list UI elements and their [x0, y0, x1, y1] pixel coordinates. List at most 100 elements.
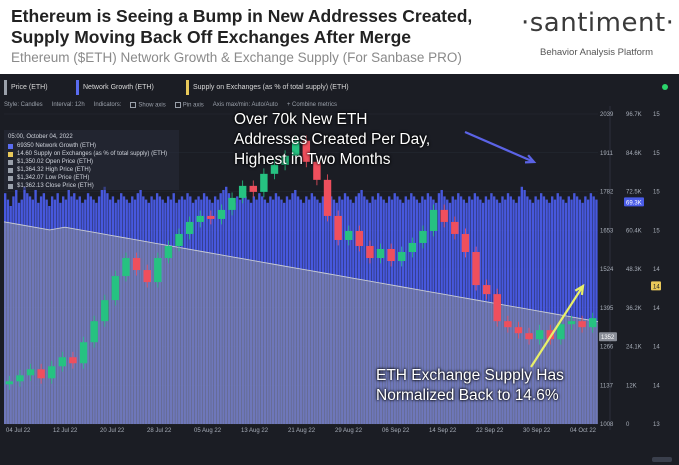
- price-candle: [58, 357, 67, 367]
- chart-title-line-2: Supply Moving Back Off Exchanges After M…: [11, 27, 411, 47]
- price-axis-tick: 1911: [600, 151, 614, 157]
- x-axis-tick: 30 Sep 22: [523, 428, 551, 434]
- info-row-open: $1,350.02 Open Price (ETH): [8, 159, 93, 165]
- x-axis-tick: 06 Sep 22: [382, 428, 410, 434]
- growth-axis-tick: 0: [626, 422, 630, 428]
- legend-item-network-growth[interactable]: Network Growth (ETH): [76, 80, 154, 95]
- info-text: $1,342.07 Low Price (ETH): [17, 175, 90, 181]
- annotation-line: ETH Exchange Supply Has: [376, 367, 564, 384]
- chart-scroll-handle[interactable]: [652, 457, 672, 462]
- legend-label-supply: Supply on Exchanges (as % of total suppl…: [193, 84, 349, 91]
- network-growth-bar: [592, 196, 595, 424]
- price-candle: [461, 233, 470, 253]
- header: Ethereum is Seeing a Bump in New Address…: [0, 0, 679, 74]
- indicators-menu[interactable]: Indicators:: [93, 102, 122, 108]
- supply-badge: [651, 281, 661, 291]
- legend-swatch-network-growth: [76, 80, 79, 95]
- chart-title-line-1: Ethereum is Seeing a Bump in New Address…: [11, 6, 473, 26]
- style-selector[interactable]: Style: Candles: [4, 102, 43, 108]
- price-candle: [16, 375, 24, 382]
- pin-axis-toggle[interactable]: Pin axis: [174, 101, 204, 109]
- interval-selector[interactable]: Interval: 12h: [51, 102, 85, 108]
- info-text: 14.60 Supply on Exchanges (as % of total…: [17, 151, 168, 157]
- price-candle: [567, 321, 576, 325]
- combine-metrics-button[interactable]: + Combine metrics: [286, 102, 337, 108]
- network-growth-bar: [539, 193, 543, 424]
- network-growth-bar: [581, 202, 584, 424]
- supply-axis-tick: 15: [653, 190, 660, 196]
- chart-subtitle: Ethereum ($ETH) Network Growth & Exchang…: [11, 50, 462, 65]
- checkbox-icon: [130, 101, 137, 108]
- legend-item-price[interactable]: Price (ETH): [4, 80, 48, 95]
- axis-minmax-selector[interactable]: Axis max/min: Auto/Auto: [212, 102, 278, 108]
- price-candle: [270, 164, 279, 174]
- info-row-network-growth: 69350 Network Growth (ETH): [8, 143, 96, 149]
- x-axis-tick: 22 Sep 22: [476, 428, 504, 434]
- supply-axis-tick: 15: [653, 151, 660, 157]
- price-candle: [323, 179, 332, 216]
- price-candle: [111, 276, 120, 301]
- price-candle: [514, 327, 523, 334]
- brand-tagline: Behavior Analysis Platform: [540, 47, 653, 58]
- price-candle: [185, 221, 194, 234]
- price-candle: [143, 270, 151, 283]
- price-candle: [79, 342, 88, 364]
- annotation-exchange-supply: ETH Exchange Supply Has Normalized Back …: [376, 366, 564, 406]
- legend-item-supply[interactable]: Supply on Exchanges (as % of total suppl…: [186, 80, 349, 95]
- network-growth-bar: [542, 196, 546, 424]
- price-candle: [578, 321, 586, 328]
- x-axis-tick: 20 Jul 22: [100, 428, 125, 434]
- x-axis-tick: 21 Aug 22: [288, 428, 316, 434]
- price-axis-tick: 1653: [600, 228, 614, 234]
- price-axis-tick: 1395: [600, 306, 614, 312]
- price-candle: [26, 369, 35, 376]
- price-candle: [557, 324, 565, 340]
- price-candle: [132, 258, 141, 271]
- show-axis-label: Show axis: [138, 102, 166, 109]
- growth-axis-tick: 24.1K: [626, 345, 642, 351]
- price-candle: [546, 330, 554, 340]
- price-candle: [122, 258, 130, 277]
- price-candle: [429, 209, 438, 231]
- price-axis-tick: 2039: [600, 112, 614, 118]
- price-axis-tick: 1782: [600, 190, 614, 196]
- price-badge-text: 1352: [601, 335, 615, 341]
- growth-badge: [624, 197, 644, 207]
- network-growth-bar: [559, 196, 562, 424]
- x-axis-tick: 13 Aug 22: [241, 428, 269, 434]
- price-candle: [366, 245, 374, 259]
- show-axis-toggle[interactable]: Show axis: [130, 101, 166, 109]
- price-candle: [525, 333, 533, 340]
- info-text: $1,362.13 Close Price (ETH): [17, 183, 94, 189]
- network-growth-bar: [589, 193, 593, 424]
- info-row-close: $1,362.13 Close Price (ETH): [8, 183, 94, 189]
- supply-axis-tick: 14: [653, 267, 660, 273]
- network-growth-bar: [578, 199, 582, 424]
- price-candle: [535, 330, 544, 340]
- metric-legend: Price (ETH) Network Growth (ETH) Supply …: [0, 80, 679, 95]
- info-text: $1,364.32 High Price (ETH): [17, 167, 91, 173]
- info-swatch: [8, 175, 13, 181]
- info-swatch: [8, 151, 13, 157]
- pin-axis-label: Pin axis: [182, 102, 204, 109]
- supply-axis-tick: 15: [653, 112, 660, 118]
- chart-toolbar: Style: Candles Interval: 12h Indicators:…: [4, 100, 337, 110]
- network-growth-bar: [584, 196, 587, 424]
- info-row-low: $1,342.07 Low Price (ETH): [8, 175, 89, 181]
- price-candle: [440, 209, 448, 222]
- supply-axis-tick: 15: [653, 228, 660, 234]
- santiment-logo: ·santiment·: [521, 8, 675, 38]
- x-axis-tick: 05 Aug 22: [194, 428, 222, 434]
- price-candle: [260, 173, 268, 192]
- price-candle: [154, 258, 162, 283]
- price-candle: [345, 230, 353, 240]
- price-candle: [207, 215, 215, 219]
- chart-canvas[interactable]: 2039 1911 1782 1653 1524 1395 1266 1137 1008 96.7…: [0, 74, 679, 465]
- x-axis-tick: 28 Jul 22: [147, 428, 172, 434]
- legend-swatch-price: [4, 80, 7, 95]
- checkbox-icon: [174, 101, 181, 108]
- price-candle: [334, 215, 342, 240]
- network-growth-bar: [567, 196, 570, 424]
- price-candle: [493, 294, 501, 322]
- annotation-arrow-bottom: [530, 285, 584, 368]
